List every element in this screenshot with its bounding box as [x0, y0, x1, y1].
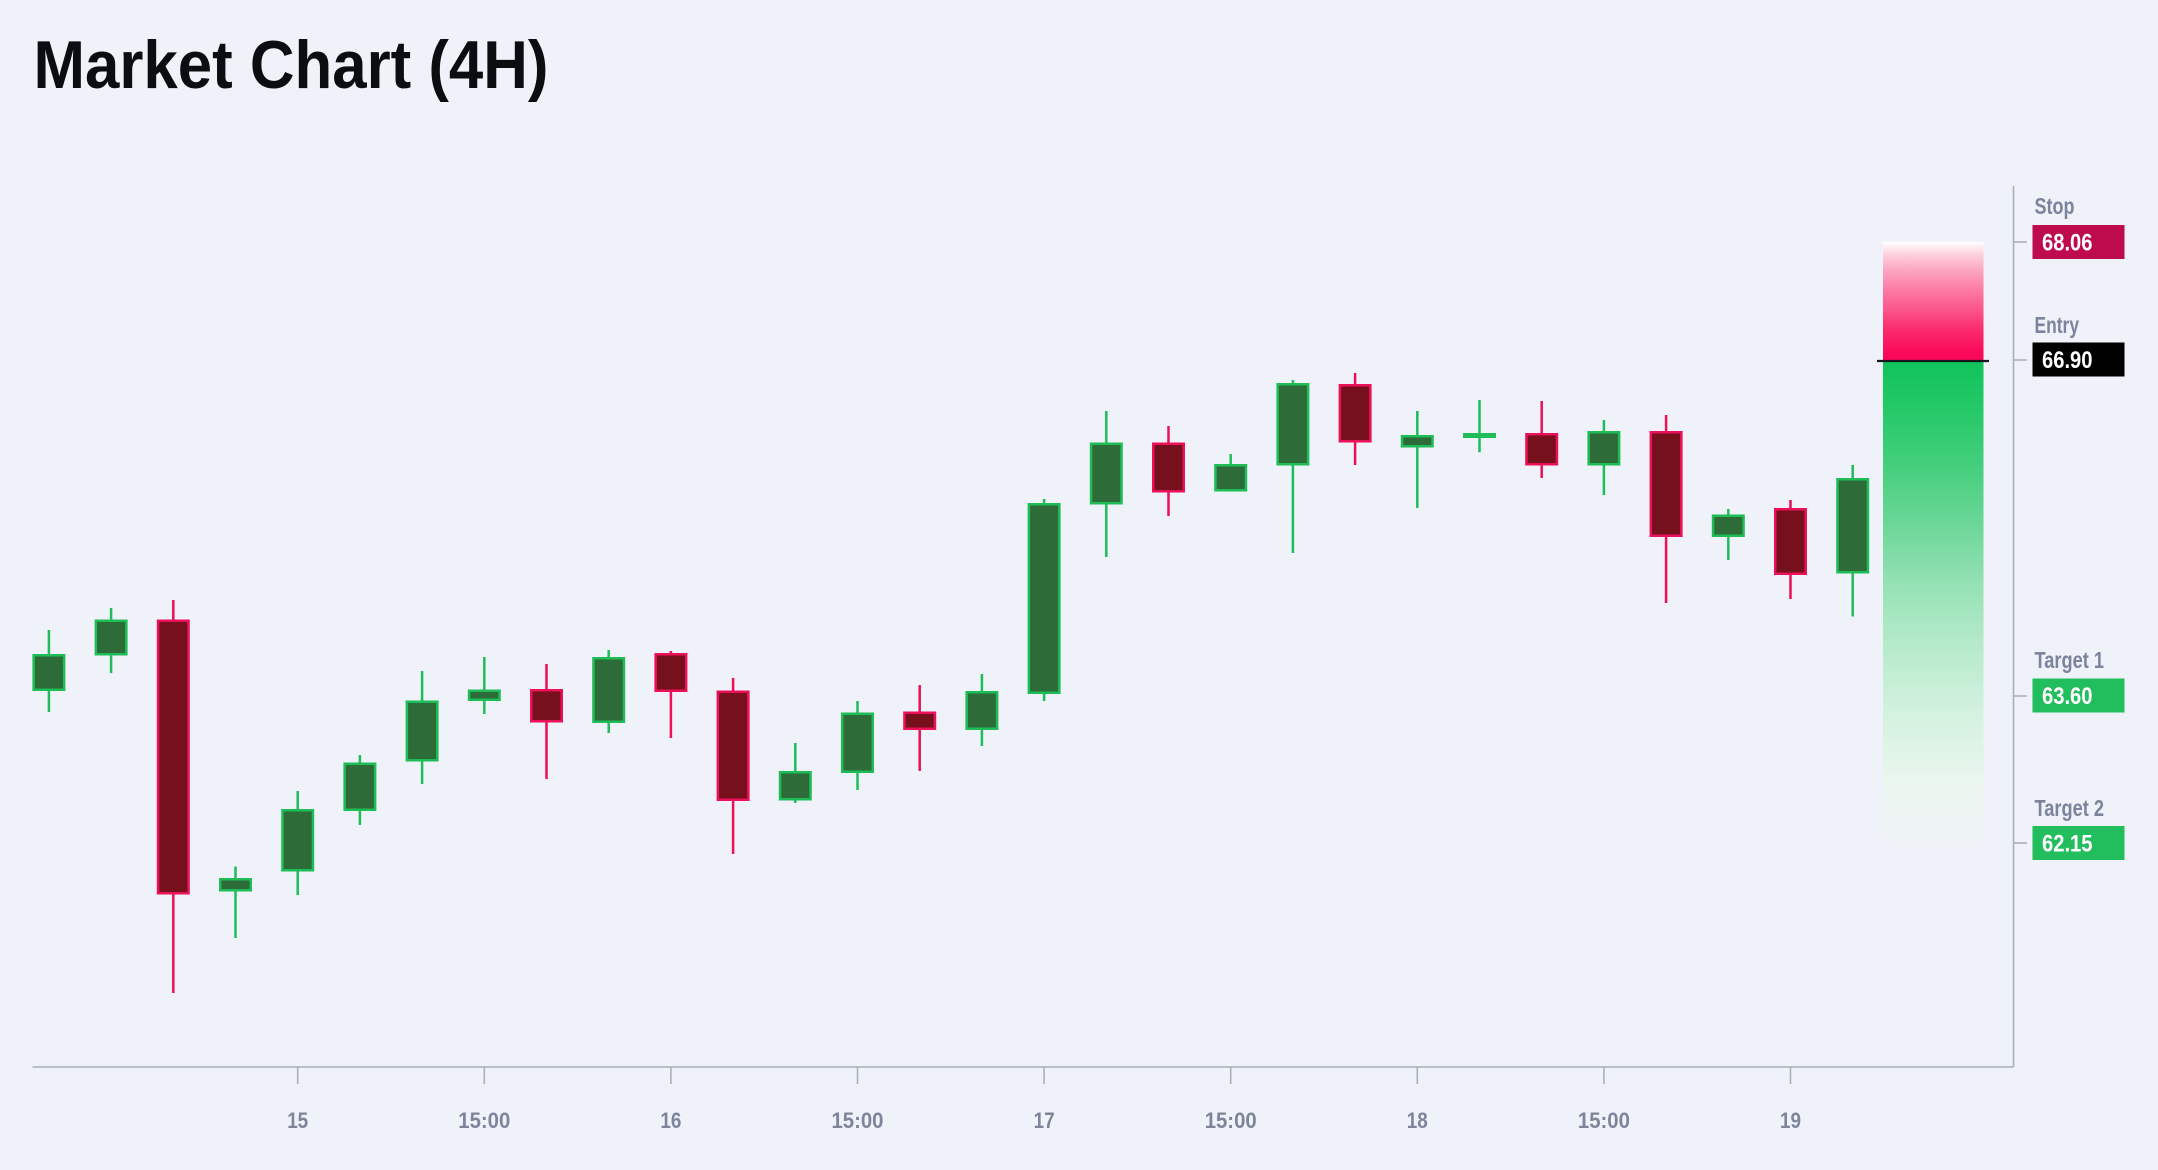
svg-text:62.15: 62.15 — [2042, 830, 2093, 857]
svg-text:17: 17 — [1034, 1108, 1055, 1133]
svg-text:15:00: 15:00 — [458, 1108, 510, 1133]
svg-text:16: 16 — [660, 1108, 681, 1133]
svg-text:15:00: 15:00 — [1578, 1108, 1630, 1133]
svg-text:Entry: Entry — [2035, 312, 2080, 338]
svg-text:63.60: 63.60 — [2042, 683, 2093, 710]
svg-text:19: 19 — [1780, 1108, 1801, 1133]
svg-text:Target 2: Target 2 — [2035, 795, 2105, 821]
svg-text:66.90: 66.90 — [2042, 347, 2093, 374]
svg-text:15: 15 — [287, 1108, 308, 1133]
svg-text:18: 18 — [1407, 1108, 1428, 1133]
svg-text:15:00: 15:00 — [832, 1108, 884, 1133]
svg-text:Stop: Stop — [2035, 193, 2075, 219]
svg-text:Market Chart (4H): Market Chart (4H) — [34, 27, 549, 103]
svg-text:68.06: 68.06 — [2042, 229, 2093, 256]
svg-text:15:00: 15:00 — [1205, 1108, 1257, 1133]
svg-text:Target 1: Target 1 — [2035, 647, 2105, 673]
